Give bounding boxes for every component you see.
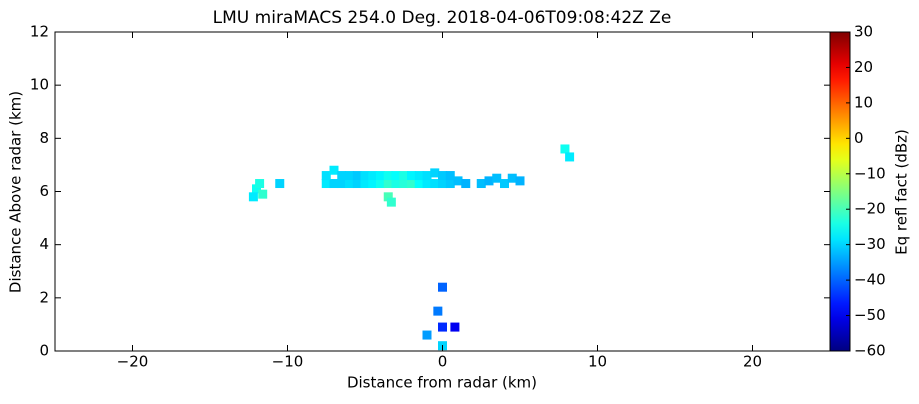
colorbar-tick-label: −30 [854,235,886,253]
y-tick-label: 12 [30,23,49,41]
reflectivity-cell [565,152,575,162]
reflectivity-cell [407,171,416,181]
reflectivity-cell [492,173,502,183]
reflectivity-cell [445,179,455,189]
reflectivity-cell [438,282,447,292]
reflectivity-cell [352,179,362,189]
reflectivity-cell [368,171,378,181]
reflectivity-cell [399,179,409,189]
reflectivity-cell [430,179,440,189]
colorbar-tick-label: −10 [854,164,886,182]
reflectivity-cell [383,171,393,181]
x-tick-label: −20 [117,353,149,371]
colorbar-tick-label: −20 [854,200,886,218]
y-tick-label: 10 [30,76,49,94]
reflectivity-cell [414,171,424,181]
reflectivity-cell [433,306,443,316]
reflectivity-cell [461,179,471,189]
colorbar-label: Eq refl fact (dBz) [893,129,911,255]
reflectivity-cell [407,179,416,189]
x-axis-label: Distance from radar (km) [347,374,537,392]
colorbar-tick-label: 20 [854,58,873,76]
reflectivity-cell [383,192,393,202]
reflectivity-cell [248,192,258,202]
reflectivity-cell [321,171,331,181]
reflectivity-cell [414,179,424,189]
y-tick-label: 2 [39,288,49,306]
reflectivity-cell [360,179,370,189]
reflectivity-cell [258,189,268,199]
reflectivity-cell [321,179,331,189]
y-tick-label: 8 [39,129,49,147]
reflectivity-cell [560,144,570,154]
reflectivity-cell [476,179,486,189]
reflectivity-cell [500,179,509,189]
colorbar-tick-label: −60 [854,342,886,360]
reflectivity-cell [422,171,432,181]
colorbar-tick-label: 0 [854,129,864,147]
reflectivity-cell [484,176,494,186]
reflectivity-cell [383,179,393,189]
reflectivity-cell [438,171,447,181]
y-axis-label: Distance Above radar (km) [7,91,25,293]
x-tick-label: 10 [588,353,607,371]
reflectivity-cell [399,171,409,181]
reflectivity-cell [368,179,378,189]
x-tick-label: 0 [438,353,448,371]
reflectivity-cell [255,179,265,189]
reflectivity-cell [515,176,525,186]
reflectivity-cell [376,171,385,181]
colorbar-tick-label: −40 [854,271,886,289]
reflectivity-cell [391,179,401,189]
x-tick-label: 20 [743,353,762,371]
reflectivity-cell [360,171,370,181]
reflectivity-cell [352,171,362,181]
reflectivity-cell [345,171,354,181]
reflectivity-cell [453,176,463,186]
chart-title: LMU miraMACS 254.0 Deg. 2018-04-06T09:08… [213,8,672,28]
reflectivity-cell [422,330,432,340]
reflectivity-cell [252,184,261,194]
colorbar-tick-label: 30 [854,23,873,41]
colorbar-tick-label: 10 [854,93,873,111]
colorbar [829,31,851,352]
reflectivity-cell [329,179,339,189]
reflectivity-cell [445,171,455,181]
y-tick-label: 0 [39,342,49,360]
reflectivity-cell [337,171,347,181]
reflectivity-cell [438,322,447,332]
reflectivity-cell [450,322,460,332]
colorbar-tick-label: −50 [854,306,886,324]
reflectivity-cell [438,179,447,189]
y-tick-label: 6 [39,182,49,200]
reflectivity-cell [422,179,432,189]
reflectivity-cell [386,197,396,207]
reflectivity-cell [345,179,354,189]
reflectivity-cell [329,165,339,175]
reflectivity-cell [275,179,285,189]
reflectivity-cell [376,179,385,189]
y-tick-label: 4 [39,235,49,253]
reflectivity-cell [337,179,347,189]
reflectivity-cell [391,171,401,181]
reflectivity-cell [507,173,517,183]
plot-frame [54,31,831,352]
reflectivity-cell [430,168,440,178]
x-tick-label: −10 [272,353,304,371]
